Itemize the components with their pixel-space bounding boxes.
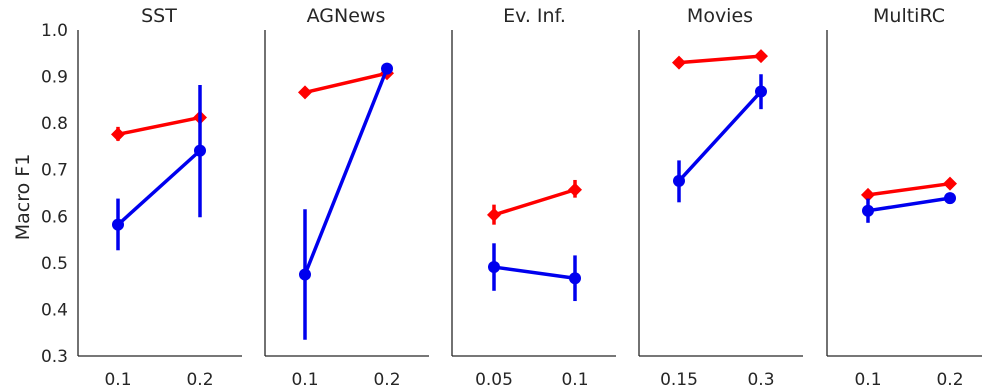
blue-series-line: [867, 196, 951, 213]
blue-series-line: [303, 68, 389, 276]
y-tick-label: 0.5: [41, 254, 68, 274]
panel-title: SST: [141, 5, 177, 27]
x-tick-label: 0.2: [373, 370, 400, 390]
blue-point: [862, 204, 874, 217]
panel-ev-inf-: Ev. Inf. 0.05 0.1: [451, 5, 616, 390]
blue-point: [194, 144, 206, 157]
x-tick-label: 0.15: [660, 370, 698, 390]
panel-sst: SST 0.1 0.2: [77, 5, 242, 390]
red-point: [943, 176, 957, 191]
red-series-line: [493, 188, 576, 217]
blue-point: [381, 62, 393, 75]
red-series-line: [304, 71, 388, 95]
blue-point: [755, 85, 767, 98]
x-tick-label: 0.1: [104, 370, 131, 390]
x-tick-label: 0.05: [475, 370, 513, 390]
x-tick-label: 0.1: [291, 370, 318, 390]
panel-agnews: AGNews 0.1 0.2: [264, 5, 429, 390]
y-tick-label: 0.7: [41, 161, 68, 181]
panel-multirc: MultiRC 0.1 0.2: [826, 5, 982, 390]
x-tick-label: 0.2: [936, 370, 963, 390]
red-point: [568, 182, 582, 197]
blue-point: [673, 174, 685, 187]
red-series-line: [867, 181, 951, 197]
red-point: [298, 85, 312, 100]
blue-point: [569, 272, 581, 285]
red-series-line: [117, 115, 201, 137]
x-tick-label: 0.3: [747, 370, 774, 390]
red-point: [672, 55, 686, 70]
panel-title: Ev. Inf.: [503, 5, 566, 27]
panel-title: MultiRC: [873, 5, 945, 27]
blue-point: [944, 192, 956, 205]
y-tick-label: 0.6: [41, 207, 68, 227]
x-tick-label: 0.2: [186, 370, 213, 390]
blue-point: [299, 268, 311, 281]
red-point: [861, 187, 875, 202]
y-tick-label: 0.4: [41, 300, 68, 320]
y-tick-label: 0.8: [41, 114, 68, 134]
red-series-line: [678, 54, 762, 65]
blue-series-line: [677, 90, 763, 183]
panel-title: AGNews: [307, 5, 386, 27]
chart-panels: 0.3 0.4 0.5 0.6 0.7 0.8 0.9 1.0 SST 0.1 0.2 AGNews 0…: [41, 5, 982, 390]
blue-series-line: [493, 265, 576, 280]
panel-title: Movies: [687, 5, 753, 27]
red-point: [111, 127, 125, 142]
blue-series-line: [116, 149, 202, 226]
x-tick-label: 0.1: [561, 370, 588, 390]
blue-point: [112, 218, 124, 231]
y-tick-label: 1.0: [41, 21, 68, 41]
red-point: [754, 49, 768, 64]
y-tick-label: 0.3: [41, 347, 68, 367]
y-tick-label: 0.9: [41, 68, 68, 88]
x-tick-label: 0.1: [854, 370, 881, 390]
panel-movies: Movies 0.15 0.3: [638, 5, 803, 390]
blue-point: [488, 261, 500, 274]
red-point: [487, 207, 501, 222]
y-axis-label: Macro F1: [12, 154, 34, 241]
